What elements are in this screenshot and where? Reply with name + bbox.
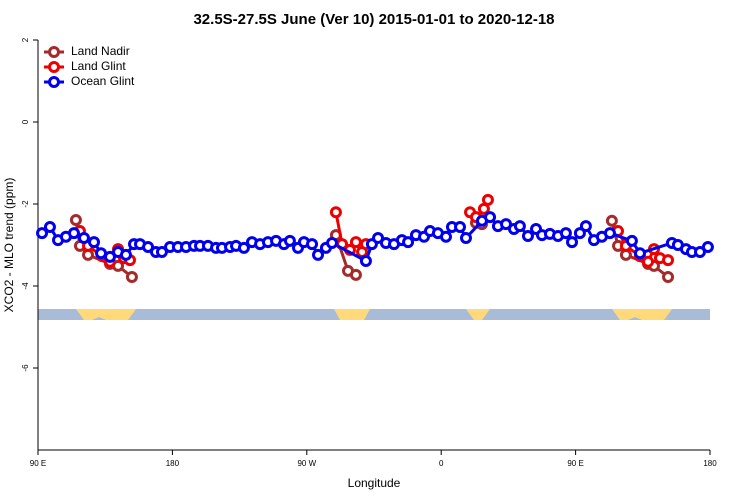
data-point bbox=[642, 255, 655, 268]
data-point bbox=[559, 227, 572, 240]
x-tick-label: 90 W bbox=[297, 459, 316, 468]
data-point bbox=[579, 220, 592, 233]
data-point bbox=[43, 220, 56, 233]
data-point bbox=[484, 211, 497, 224]
legend-marker bbox=[48, 76, 60, 88]
data-point bbox=[359, 254, 372, 267]
x-tick-label: 0 bbox=[439, 459, 444, 468]
land-patch bbox=[76, 309, 136, 320]
y-tick-label: -2 bbox=[21, 200, 30, 208]
data-point bbox=[312, 248, 324, 261]
y-axis-label: XCO2 - MLO trend (ppm) bbox=[2, 178, 16, 313]
data-point bbox=[625, 234, 638, 247]
data-point bbox=[155, 245, 168, 258]
data-point bbox=[513, 220, 526, 233]
data-point bbox=[125, 270, 138, 283]
data-point bbox=[439, 230, 452, 243]
data-point bbox=[103, 250, 116, 263]
data-point bbox=[349, 268, 362, 281]
y-tick-label: -4 bbox=[21, 282, 30, 290]
data-point bbox=[283, 234, 296, 247]
data-point bbox=[67, 227, 80, 240]
x-tick-label: 180 bbox=[703, 459, 717, 468]
legend-label: Ocean Glint bbox=[71, 74, 135, 88]
y-tick-label: 0 bbox=[21, 119, 30, 124]
legend-label: Land Nadir bbox=[71, 44, 130, 58]
data-point bbox=[573, 227, 586, 240]
data-point bbox=[662, 270, 675, 283]
legend-label: Land Glint bbox=[71, 59, 126, 73]
land-patch bbox=[612, 309, 672, 320]
data-point bbox=[566, 236, 579, 249]
data-point bbox=[69, 213, 82, 226]
series bbox=[36, 211, 714, 267]
data-point bbox=[77, 232, 90, 245]
data-point bbox=[237, 241, 250, 254]
data-point bbox=[459, 232, 472, 245]
data-point bbox=[36, 227, 49, 240]
x-tick-label: 180 bbox=[166, 459, 180, 468]
data-point bbox=[633, 247, 646, 260]
land-patch bbox=[334, 309, 370, 320]
data-point bbox=[701, 241, 714, 254]
data-point bbox=[329, 206, 342, 219]
chart-title: 32.5S-27.5S June (Ver 10) 2015-01-01 to … bbox=[193, 11, 554, 28]
data-point bbox=[605, 214, 618, 227]
data-point bbox=[88, 236, 100, 249]
ocean-band bbox=[38, 309, 710, 320]
y-tick-label: -6 bbox=[21, 364, 30, 372]
data-point bbox=[454, 220, 467, 233]
data-point bbox=[477, 202, 490, 215]
legend-marker bbox=[48, 61, 60, 73]
data-point bbox=[481, 193, 494, 206]
data-point bbox=[662, 254, 675, 267]
x-tick-label: 90 E bbox=[567, 459, 583, 468]
data-point bbox=[326, 236, 339, 249]
data-point bbox=[119, 248, 132, 261]
legend-marker bbox=[48, 46, 60, 58]
data-point bbox=[349, 236, 362, 249]
y-tick-label: 2 bbox=[21, 37, 30, 42]
x-axis-label: Longitude bbox=[348, 476, 401, 490]
land-mask bbox=[38, 309, 710, 320]
x-tick-label: 90 E bbox=[30, 459, 46, 468]
data-point bbox=[402, 236, 415, 249]
land-patch bbox=[466, 309, 490, 320]
data-point bbox=[306, 238, 319, 251]
data-point bbox=[603, 227, 616, 240]
data-point bbox=[521, 229, 534, 242]
